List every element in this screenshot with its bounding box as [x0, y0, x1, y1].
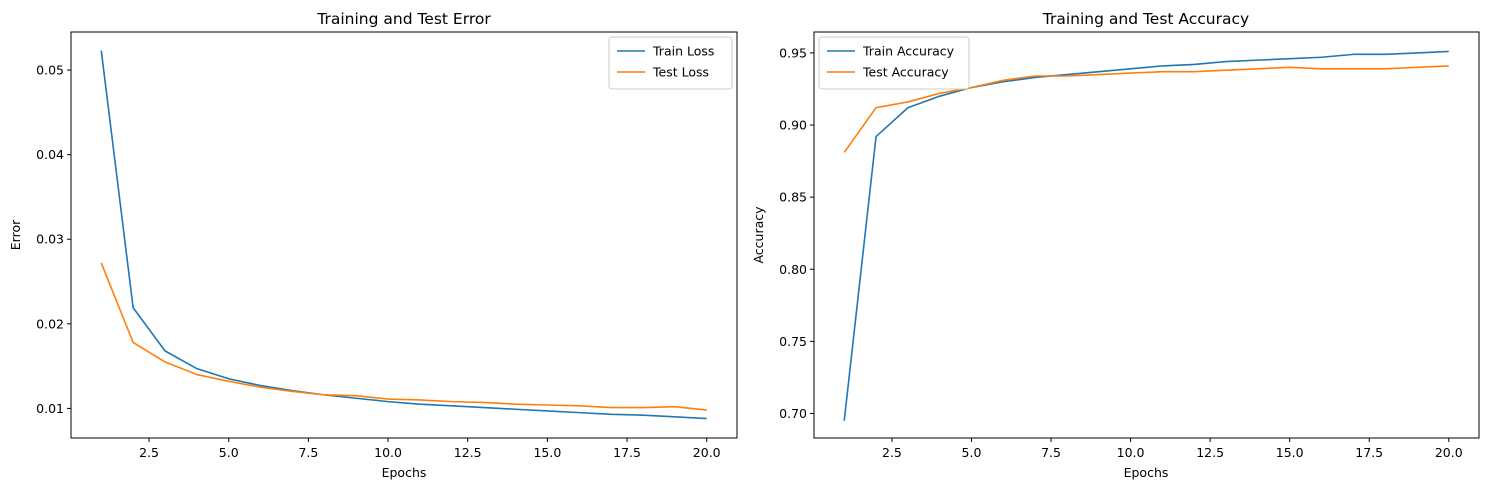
x-tick-label: 5.0: [219, 445, 239, 460]
y-axis-label: Accuracy: [751, 206, 766, 264]
y-tick-label: 0.05: [36, 63, 64, 78]
series-line-2: [100, 262, 707, 411]
x-tick-label: 7.5: [1041, 445, 1061, 460]
x-tick-label: 5.0: [962, 445, 982, 460]
x-tick-label: 2.5: [882, 445, 902, 460]
y-tick-label: 0.03: [36, 232, 64, 247]
chart-title: Training and Test Error: [316, 10, 491, 28]
y-tick-label: 0.04: [36, 147, 64, 162]
y-tick-label: 0.95: [779, 45, 807, 60]
x-tick-label: 10.0: [1117, 445, 1145, 460]
plot-area: [814, 32, 1479, 438]
y-tick-label: 0.75: [779, 334, 807, 349]
error-chart: Training and Test Error 2.5 5.0 7.5 10.0 12.…: [8, 10, 738, 480]
y-axis-label: Error: [8, 219, 23, 250]
y-tick-label: 0.90: [779, 118, 807, 133]
series-line-1: [843, 50, 1449, 421]
legend-entry: Test Loss: [652, 65, 709, 80]
x-tick-label: 7.5: [298, 445, 318, 460]
x-axis-label: Epochs: [382, 465, 427, 480]
x-tick-label: 12.5: [454, 445, 482, 460]
y-tick-label: 0.02: [36, 316, 64, 331]
plot-frame: [813, 31, 1480, 439]
x-tick-label: 17.5: [613, 445, 641, 460]
x-tick-label: 10.0: [374, 445, 402, 460]
x-tick-label: 15.0: [1276, 445, 1304, 460]
x-axis-label: Epochs: [1124, 465, 1169, 480]
plot-area: [71, 32, 737, 438]
x-tick-label: 20.0: [1435, 445, 1463, 460]
x-tick-label: 2.5: [139, 445, 159, 460]
x-tick-label: 17.5: [1355, 445, 1383, 460]
series-line-1: [100, 50, 707, 420]
x-tick-label: 12.5: [1196, 445, 1224, 460]
legend-entry: Train Loss: [652, 44, 714, 59]
accuracy-chart: Training and Test Accuracy 2.5 5.0 7.5 10.0…: [751, 10, 1480, 480]
legend: [608, 36, 733, 90]
legend-entry: Test Accuracy: [862, 65, 949, 80]
series-line-2: [843, 65, 1449, 153]
y-tick-label: 0.70: [779, 406, 807, 421]
y-tick-label: 0.01: [36, 401, 64, 416]
legend-entry: Train Accuracy: [862, 44, 955, 59]
plot-frame: [70, 31, 738, 439]
chart-title: Training and Test Accuracy: [1042, 10, 1249, 28]
y-tick-label: 0.85: [779, 190, 807, 205]
y-tick-label: 0.80: [779, 262, 807, 277]
x-tick-label: 20.0: [693, 445, 721, 460]
x-tick-label: 15.0: [533, 445, 561, 460]
legend: [818, 36, 970, 90]
